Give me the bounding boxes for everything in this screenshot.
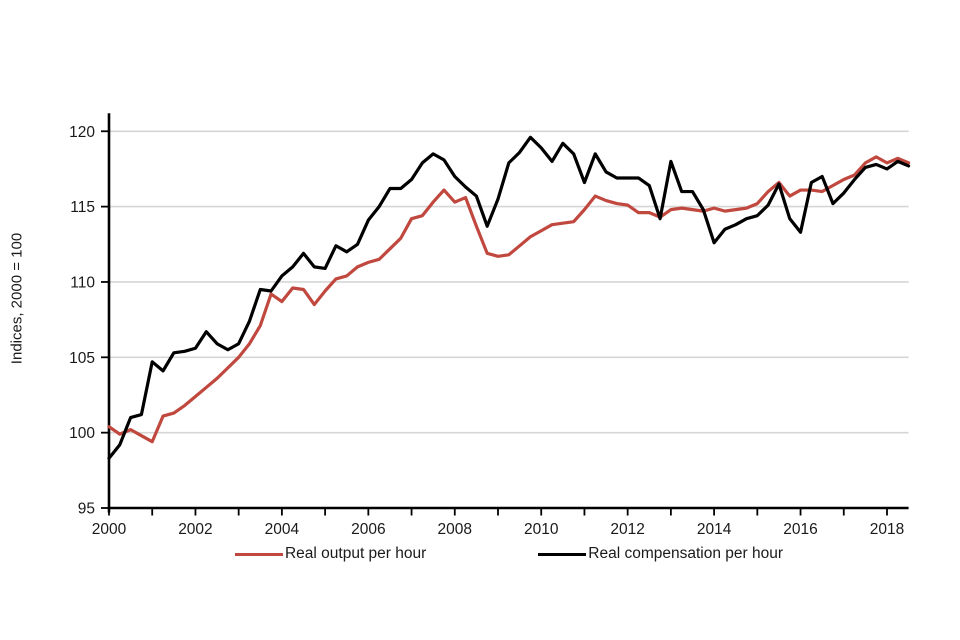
x-tick-label-2014: 2014 bbox=[697, 521, 732, 538]
y-tick-label-120: 120 bbox=[69, 124, 95, 141]
real-compensation-per-hour-line bbox=[107, 135, 911, 460]
real-output-per-hour-line bbox=[107, 155, 911, 444]
y-tick-label-110: 110 bbox=[70, 274, 95, 291]
black-line-sample-icon bbox=[538, 552, 587, 556]
x-tick-label-2016: 2016 bbox=[783, 521, 817, 538]
y-tick-label-95: 95 bbox=[78, 501, 95, 518]
x-tick-label-2002: 2002 bbox=[178, 521, 212, 538]
y-tick-label-100: 100 bbox=[69, 425, 95, 442]
y-tick-label-105: 105 bbox=[69, 350, 95, 367]
legend-item-real-compensation: Real compensation per hour bbox=[538, 545, 783, 563]
x-tick-label-2012: 2012 bbox=[610, 521, 644, 538]
x-tick-label-2006: 2006 bbox=[351, 521, 385, 538]
legend-label-real-output: Real output per hour bbox=[284, 545, 427, 562]
y-axis-title: Indices, 2000 = 100 bbox=[8, 232, 26, 365]
legend: Real output per hour Real compensation p… bbox=[109, 541, 909, 567]
x-tick-label-2008: 2008 bbox=[438, 521, 472, 538]
legend-label-real-compensation: Real compensation per hour bbox=[588, 545, 784, 562]
red-line-sample-icon bbox=[234, 552, 283, 556]
x-tick-label-2000: 2000 bbox=[92, 521, 127, 538]
x-tick-label-2010: 2010 bbox=[524, 521, 559, 538]
legend-item-real-output: Real output per hour bbox=[234, 545, 427, 563]
x-tick-label-2004: 2004 bbox=[265, 521, 300, 538]
y-tick-label-115: 115 bbox=[70, 199, 95, 216]
x-tick-label-2018: 2018 bbox=[870, 521, 904, 538]
